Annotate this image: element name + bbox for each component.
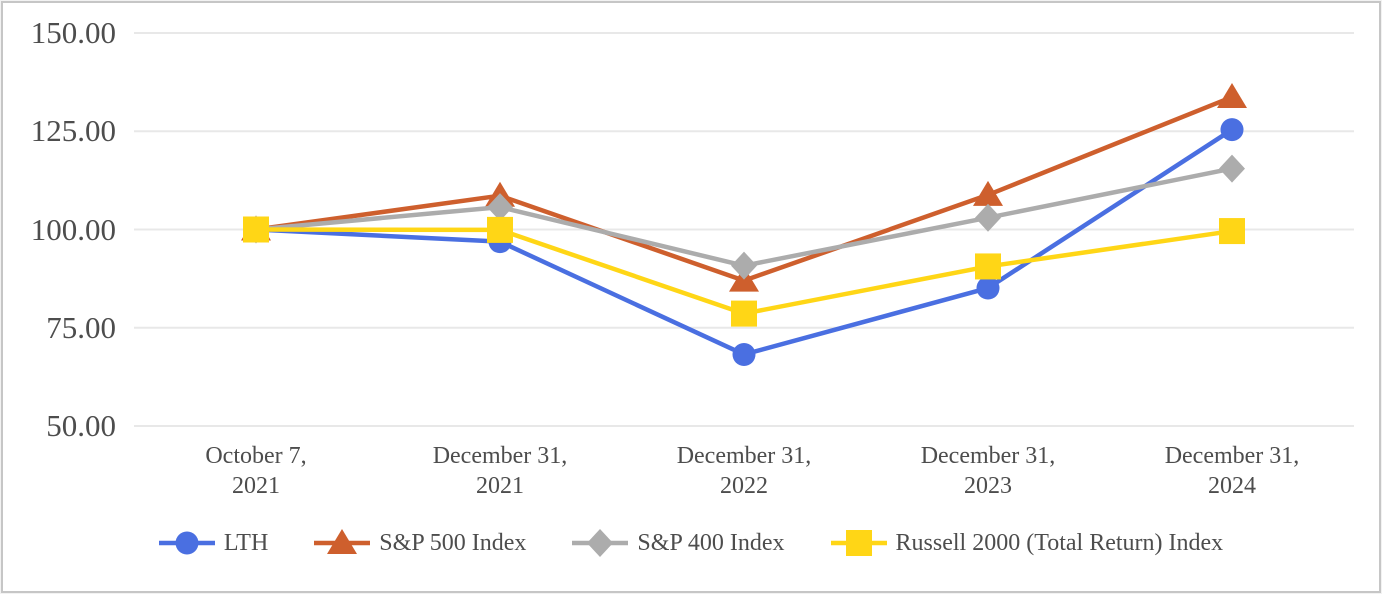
x-tick-line1: December 31,: [432, 443, 568, 469]
x-axis-tick-label: December 31, 2021: [385, 441, 615, 501]
y-axis-tick-label: 75.00: [46, 309, 116, 345]
data-point-circle-icon: [1220, 118, 1244, 142]
legend-triangle-icon: [327, 529, 358, 554]
data-point-triangle-icon: [1217, 83, 1247, 109]
y-axis-tick-label: 150.00: [30, 15, 116, 50]
data-point-diamond-icon: [975, 203, 1001, 232]
chart-legend: LTH S&P 500 Index S&P 400 Index Russell 200…: [3, 517, 1379, 569]
x-axis-tick-label: December 31, 2023: [873, 441, 1103, 501]
x-tick-line2: 2024: [1208, 473, 1256, 499]
legend-label: LTH: [223, 529, 269, 556]
legend-label: S&P 400 Index: [637, 529, 785, 556]
legend-item: S&P 400 Index: [572, 526, 785, 560]
x-tick-line2: 2023: [964, 473, 1012, 499]
legend-item: Russell 2000 (Total Return) Index: [830, 526, 1224, 560]
y-axis-tick-label: 100.00: [30, 211, 116, 247]
legend-diamond-icon: [587, 529, 614, 557]
data-point-circle-icon: [732, 342, 756, 366]
legend-marker-circle-icon: [158, 531, 215, 555]
data-point-diamond-icon: [731, 251, 757, 280]
x-tick-line2: 2021: [232, 473, 280, 499]
y-axis-tick-label: 125.00: [30, 113, 116, 149]
data-point-diamond-icon: [487, 193, 513, 222]
x-tick-line1: December 31,: [920, 443, 1056, 469]
data-point-square-icon: [731, 300, 757, 327]
chart-plot-area: [134, 32, 1354, 427]
data-point-square-icon: [487, 216, 513, 243]
x-axis-tick-label: December 31, 2022: [629, 441, 859, 501]
legend-label: S&P 500 Index: [379, 529, 527, 556]
x-tick-line2: 2021: [476, 473, 524, 499]
legend-square-icon: [845, 530, 872, 556]
legend-circle-icon: [175, 531, 199, 555]
y-axis-tick-label: 50.00: [46, 408, 116, 443]
legend-item: S&P 500 Index: [314, 526, 526, 560]
data-point-circle-icon: [976, 276, 1000, 300]
x-tick-line1: December 31,: [1164, 443, 1300, 469]
x-tick-line2: 2022: [720, 473, 768, 499]
legend-marker-diamond-icon: [572, 529, 629, 557]
data-point-square-icon: [975, 253, 1001, 280]
data-point-square-icon: [243, 216, 269, 243]
data-point-triangle-icon: [973, 180, 1003, 206]
x-tick-line1: October 7,: [205, 443, 307, 469]
legend-label: Russell 2000 (Total Return) Index: [895, 529, 1224, 556]
legend-marker-square-icon: [830, 530, 887, 556]
x-axis-tick-label: October 7, 2021: [141, 441, 371, 501]
data-point-square-icon: [1219, 218, 1245, 245]
legend-marker-triangle-icon: [314, 529, 371, 554]
x-axis-tick-label: December 31, 2024: [1117, 441, 1347, 501]
legend-item: LTH: [158, 526, 269, 560]
x-tick-line1: December 31,: [676, 443, 812, 469]
data-point-diamond-icon: [1219, 154, 1245, 183]
